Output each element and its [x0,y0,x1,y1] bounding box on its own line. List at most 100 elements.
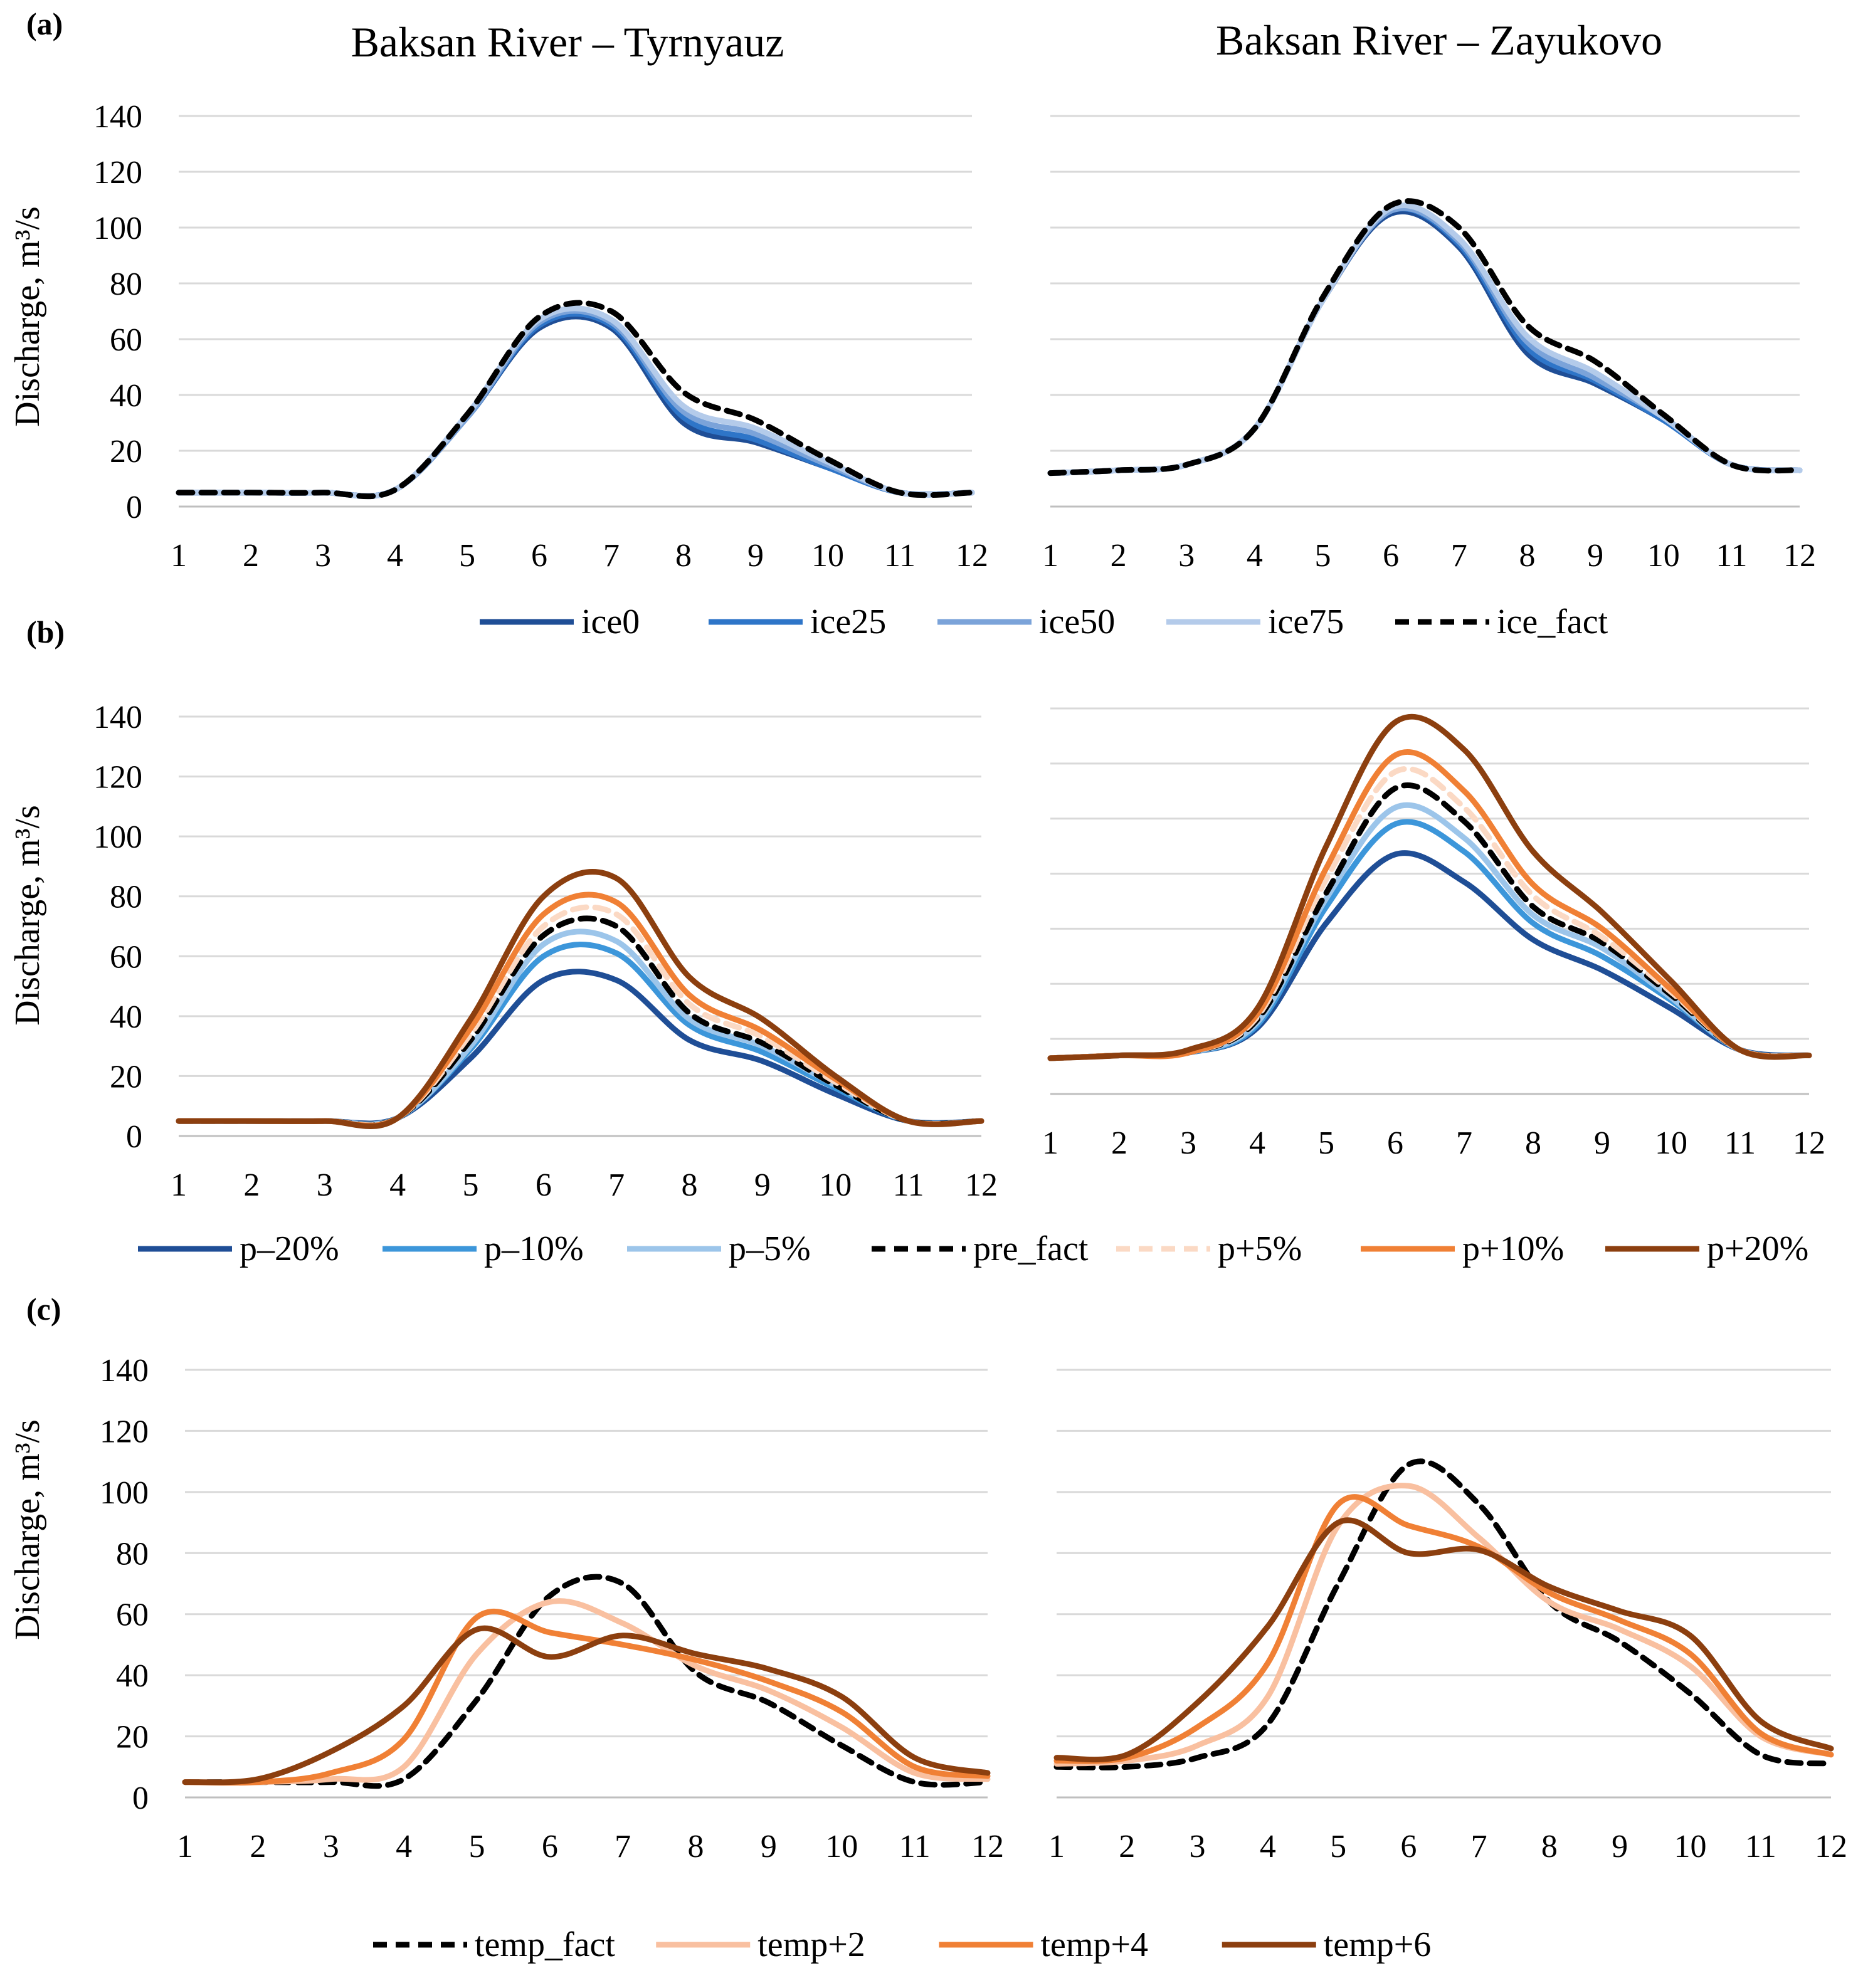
x-tick-label: 9 [754,1167,771,1203]
series-line-ice-fact [1047,198,1803,476]
y-tick-label: 0 [126,490,142,525]
x-tick-label: 12 [965,1167,998,1203]
x-tick-label: 7 [603,538,620,574]
panel-label-a: (a) [26,6,63,41]
legend-item-ice50: ice50 [937,602,1115,641]
x-tick-label: 8 [675,538,692,574]
x-tick-label: 5 [1315,538,1331,574]
series-line-tempplus2 [182,1598,991,1786]
y-tick-label: 60 [110,322,142,358]
x-tick-label: 11 [1724,1125,1756,1161]
x-tick-label: 10 [1674,1829,1706,1864]
x-tick-label: 10 [1655,1125,1687,1161]
legend-item-tempplus6: temp+6 [1222,1925,1432,1964]
x-tick-label: 10 [819,1167,852,1203]
x-tick-label: 6 [1400,1829,1417,1864]
series-line-ice0 [176,313,975,499]
x-tick-label: 11 [893,1167,924,1203]
legend-label: p+10% [1462,1229,1564,1268]
x-tick-label: 1 [171,538,187,574]
x-tick-label: 4 [387,538,403,574]
x-tick-label: 7 [608,1167,625,1203]
x-tick-label: 2 [243,538,259,574]
legend-label: ice_fact [1497,602,1608,641]
y-tick-label: 120 [93,760,142,796]
legend-item-pre-fact: pre_fact [872,1229,1089,1268]
x-tick-label: 4 [1249,1125,1265,1161]
chart-c-zayukovo: 1 2 3 4 5 6 7 8 9 10 11 12 [1048,1369,1847,1864]
x-tick-label: 4 [1247,538,1263,574]
x-tick-label: 6 [536,1167,552,1203]
x-tick-label: 8 [1525,1125,1541,1161]
x-tick-label: 5 [1318,1125,1334,1161]
legend-item-pplus20pct: p+20% [1605,1229,1808,1268]
legend-item-pplus10pct: p+10% [1361,1229,1564,1268]
x-tick-label: 9 [747,538,764,574]
legend-item-ice25: ice25 [709,602,886,641]
y-tick-label: 120 [93,155,142,191]
chart-a-zayukovo: 1 2 3 4 5 6 7 8 9 10 11 12 [1042,115,1816,574]
legend-label: p–5% [729,1229,811,1268]
series-line-temp-fact [182,1574,991,1789]
y-tick-label: 20 [110,434,142,470]
x-tick-label: 5 [1330,1829,1346,1864]
y-tick-label: 20 [110,1059,142,1095]
legend-item-tempplus4: temp+4 [939,1925,1149,1964]
x-tick-label: 3 [1180,1125,1196,1161]
series-line-pminus20pct [1047,850,1812,1061]
x-tick-label: 7 [615,1829,631,1864]
x-tick-label: 6 [1383,538,1399,574]
series-line-tempplus6 [182,1625,991,1786]
legend-label: temp_fact [475,1925,615,1964]
x-tick-label: 11 [1716,538,1747,574]
y-tick-label: 140 [100,1353,149,1389]
x-tick-label: 5 [459,538,475,574]
x-tick-label: 10 [1647,538,1680,574]
series-line-tempplus4 [1053,1494,1834,1764]
x-tick-label: 1 [177,1829,193,1864]
x-tick-label: 12 [971,1829,1004,1864]
legend-label: p–10% [484,1229,584,1268]
series-line-pplus20pct [1047,713,1812,1061]
y-axis-label-c: Discharge, m³/s [8,1419,47,1640]
x-tick-label: 12 [956,538,988,574]
x-tick-label: 5 [462,1167,478,1203]
chart-title-zayukovo: Baksan River – Zayukovo [1216,16,1662,64]
y-axis-label-a: Discharge, m³/s [8,206,47,427]
series-line-tempplus6 [1053,1517,1834,1763]
y-tick-label: 20 [116,1720,149,1755]
y-tick-label: 0 [132,1780,149,1816]
legend-item-pminus5pct: p–5% [627,1229,811,1268]
legend-label: pre_fact [973,1229,1089,1268]
legend-c: temp_fact temp+2 temp+4 temp+6 [373,1925,1431,1964]
x-tick-label: 5 [468,1829,485,1864]
y-tick-label: 100 [93,819,142,855]
x-tick-label: 9 [1587,538,1603,574]
x-tick-label: 8 [1519,538,1535,574]
legend-item-pminus10pct: p–10% [383,1229,584,1268]
legend-label: temp+6 [1324,1925,1432,1964]
chart-title-tyrnyauz: Baksan River – Tyrnyauz [351,18,784,66]
legend-item-ice75: ice75 [1166,602,1344,641]
legend-label: temp+4 [1041,1925,1149,1964]
legend-label: temp+2 [757,1925,865,1964]
series-line-ice75 [176,305,975,500]
legend-item-ice-fact: ice_fact [1395,602,1608,641]
series-line-pplus20pct [176,869,984,1129]
chart-b-zayukovo: 1 2 3 4 5 6 7 8 9 10 11 12 [1042,707,1825,1161]
x-tick-label: 7 [1456,1125,1472,1161]
x-tick-label: 8 [688,1829,704,1864]
x-tick-label: 2 [1119,1829,1135,1864]
x-tick-label: 4 [396,1829,412,1864]
x-tick-label: 3 [1178,538,1195,574]
x-tick-label: 2 [250,1829,266,1864]
series-line-pplus10pct [1047,749,1812,1061]
legend-item-tempplus2: temp+2 [656,1925,865,1964]
y-tick-label: 40 [110,378,142,414]
x-tick-label: 4 [389,1167,406,1203]
x-tick-label: 3 [317,1167,333,1203]
x-tick-label: 7 [1451,538,1467,574]
